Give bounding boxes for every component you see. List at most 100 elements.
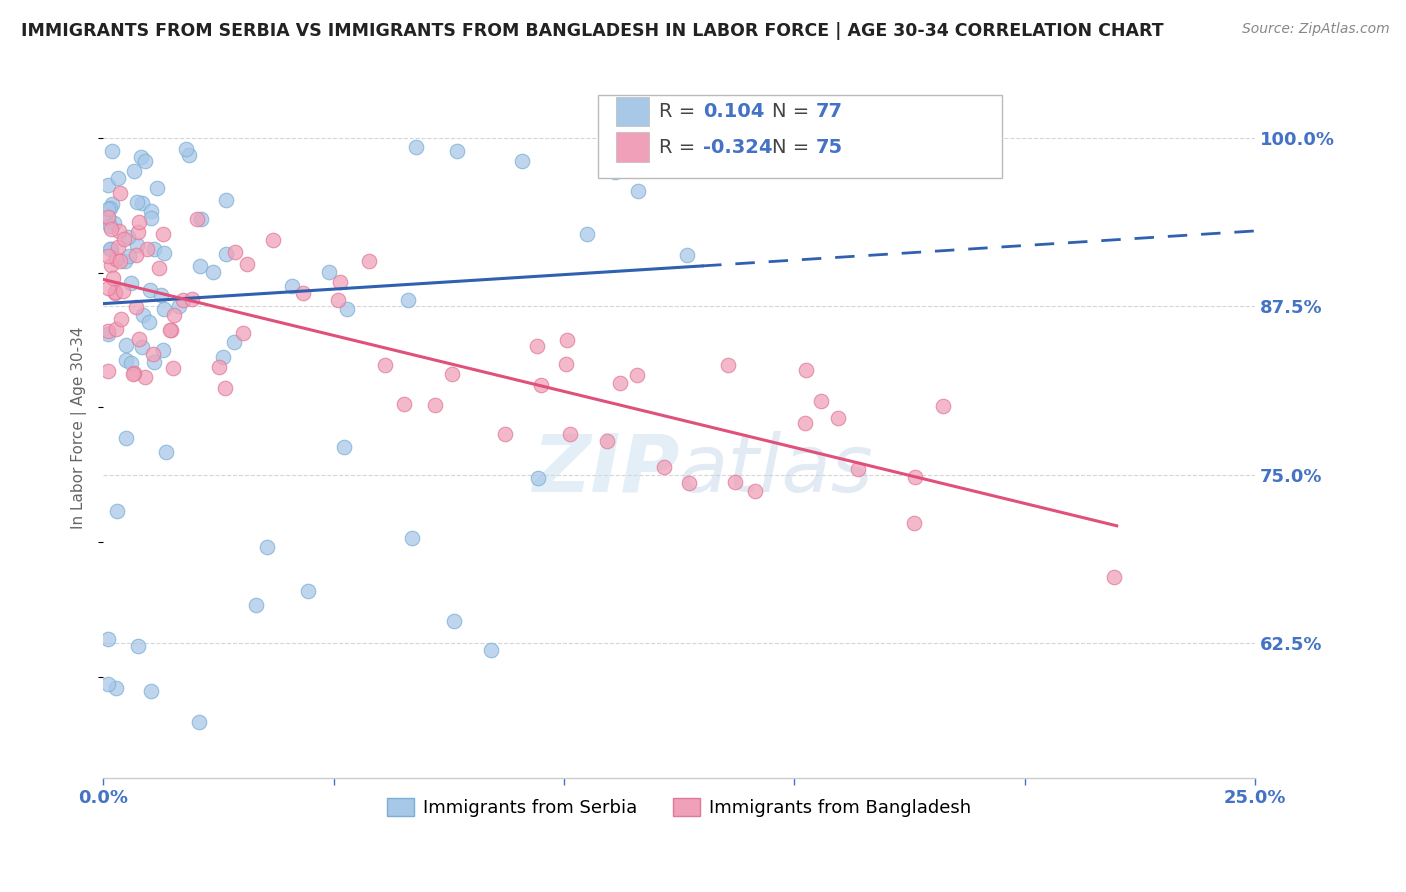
Point	[555, 333, 578, 347]
Point	[120, 356, 142, 370]
Point	[100, 258, 122, 272]
Point	[326, 293, 349, 307]
Point	[104, 285, 127, 300]
Point	[827, 410, 849, 425]
Point	[118, 249, 141, 263]
Point	[794, 363, 817, 377]
Point	[903, 470, 925, 484]
Point	[846, 462, 869, 476]
Point	[446, 145, 468, 159]
Point	[810, 393, 832, 408]
Point	[125, 238, 148, 252]
Point	[97, 327, 120, 342]
Point	[640, 152, 662, 166]
Point	[744, 483, 766, 498]
Point	[440, 368, 463, 382]
Point	[224, 335, 246, 350]
Point	[122, 164, 145, 178]
Point	[138, 315, 160, 329]
Point	[172, 293, 194, 307]
Point	[215, 193, 238, 207]
Point	[97, 249, 120, 263]
Text: R =: R =	[659, 137, 702, 157]
Point	[115, 337, 138, 351]
Point	[114, 253, 136, 268]
Point	[128, 215, 150, 229]
Text: 75: 75	[815, 137, 844, 157]
Point	[97, 210, 120, 224]
Point	[163, 309, 186, 323]
Point	[555, 357, 578, 371]
Point	[97, 677, 120, 691]
Point	[128, 332, 150, 346]
Point	[153, 302, 176, 317]
Point	[179, 148, 201, 162]
Text: atlas: atlas	[679, 431, 873, 508]
Y-axis label: In Labor Force | Age 30-34: In Labor Force | Age 30-34	[72, 326, 87, 529]
Point	[139, 203, 162, 218]
Point	[329, 275, 352, 289]
Point	[97, 178, 120, 193]
Point	[131, 308, 153, 322]
Point	[153, 245, 176, 260]
Legend: Immigrants from Serbia, Immigrants from Bangladesh: Immigrants from Serbia, Immigrants from …	[380, 790, 979, 824]
Point	[627, 184, 650, 198]
Point	[245, 599, 267, 613]
Point	[105, 681, 128, 696]
Point	[103, 216, 125, 230]
Point	[120, 276, 142, 290]
Point	[127, 640, 149, 654]
Point	[97, 364, 120, 378]
Point	[143, 242, 166, 256]
Text: 0.104: 0.104	[703, 102, 765, 121]
Point	[100, 222, 122, 236]
Point	[494, 427, 516, 442]
Point	[121, 368, 143, 382]
Point	[401, 531, 423, 545]
Point	[236, 257, 259, 271]
Point	[152, 227, 174, 241]
Point	[336, 302, 359, 317]
Point	[112, 284, 135, 298]
Point	[124, 300, 146, 314]
Point	[107, 170, 129, 185]
Point	[131, 195, 153, 210]
Point	[152, 343, 174, 358]
Point	[479, 643, 502, 657]
Point	[115, 431, 138, 445]
Point	[297, 584, 319, 599]
Point	[162, 361, 184, 376]
Point	[224, 244, 246, 259]
Point	[256, 540, 278, 554]
Point	[117, 230, 139, 244]
Point	[392, 397, 415, 411]
Point	[142, 347, 165, 361]
Point	[127, 225, 149, 239]
Point	[115, 353, 138, 368]
Point	[97, 280, 120, 294]
Point	[159, 323, 181, 337]
Point	[526, 339, 548, 353]
Point	[332, 440, 354, 454]
Point	[603, 165, 626, 179]
Point	[678, 475, 700, 490]
Point	[281, 279, 304, 293]
Point	[560, 427, 582, 442]
FancyBboxPatch shape	[599, 95, 1001, 178]
Point	[97, 211, 120, 225]
Point	[148, 260, 170, 275]
Point	[146, 181, 169, 195]
Text: 77: 77	[815, 102, 844, 121]
Point	[675, 248, 697, 262]
Point	[104, 285, 127, 300]
Point	[131, 340, 153, 354]
Point	[176, 143, 198, 157]
Point	[100, 197, 122, 211]
Text: IMMIGRANTS FROM SERBIA VS IMMIGRANTS FROM BANGLADESH IN LABOR FORCE | AGE 30-34 : IMMIGRANTS FROM SERBIA VS IMMIGRANTS FRO…	[21, 22, 1164, 40]
Point	[122, 367, 145, 381]
Text: ZIP: ZIP	[531, 431, 679, 508]
Point	[374, 358, 396, 372]
Point	[232, 326, 254, 340]
FancyBboxPatch shape	[616, 132, 650, 161]
Point	[405, 140, 427, 154]
